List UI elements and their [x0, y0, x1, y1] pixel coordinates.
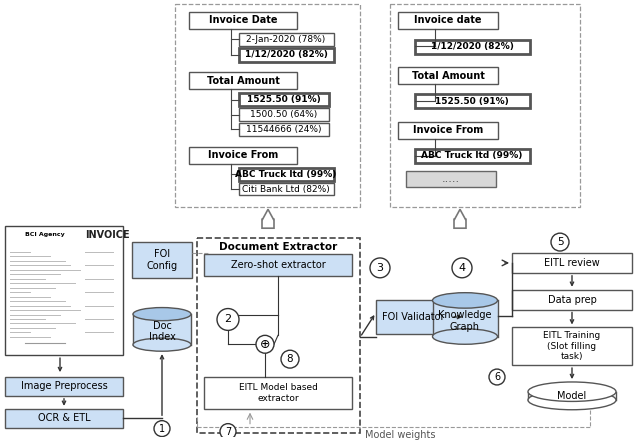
- Circle shape: [281, 350, 299, 368]
- Polygon shape: [262, 209, 274, 228]
- Bar: [528, 392, 616, 400]
- Text: Model weights: Model weights: [365, 429, 435, 440]
- Text: Total Amount: Total Amount: [207, 76, 280, 86]
- Ellipse shape: [433, 293, 497, 308]
- Circle shape: [452, 258, 472, 278]
- Text: Doc
Index: Doc Index: [148, 321, 175, 342]
- Text: 1/12/2020 (82%): 1/12/2020 (82%): [244, 50, 328, 59]
- Text: Image Preprocess: Image Preprocess: [20, 381, 108, 392]
- Text: Citi Bank Ltd (82%): Citi Bank Ltd (82%): [242, 184, 330, 194]
- Bar: [189, 147, 297, 164]
- Text: 7: 7: [225, 426, 231, 436]
- Bar: [433, 301, 497, 337]
- Bar: [239, 33, 334, 46]
- Ellipse shape: [133, 338, 191, 351]
- Ellipse shape: [528, 382, 616, 401]
- Bar: [7, 228, 121, 250]
- Text: BCI Agency: BCI Agency: [25, 231, 65, 237]
- Text: Data prep: Data prep: [548, 295, 596, 304]
- Text: INVOICE: INVOICE: [85, 230, 130, 240]
- Bar: [512, 290, 632, 310]
- Bar: [239, 108, 329, 121]
- Text: 11544666 (24%): 11544666 (24%): [246, 125, 322, 134]
- Circle shape: [489, 369, 505, 385]
- Text: EITL Model based
extractor: EITL Model based extractor: [239, 383, 317, 403]
- Text: OCR & ETL: OCR & ETL: [38, 413, 90, 423]
- Bar: [204, 254, 352, 276]
- Text: Zero-shot extractor: Zero-shot extractor: [230, 260, 325, 270]
- Circle shape: [154, 421, 170, 436]
- Ellipse shape: [528, 390, 616, 410]
- Bar: [5, 226, 123, 355]
- Bar: [415, 149, 530, 163]
- Text: EITL Training
(Slot filling
task): EITL Training (Slot filling task): [543, 331, 600, 361]
- Bar: [132, 242, 192, 278]
- Circle shape: [370, 258, 390, 278]
- Text: ABC Truck ltd (99%): ABC Truck ltd (99%): [421, 151, 523, 160]
- Text: Invoice date: Invoice date: [414, 15, 482, 26]
- Bar: [512, 327, 632, 365]
- Text: 1525.50 (91%): 1525.50 (91%): [247, 95, 321, 104]
- Ellipse shape: [133, 308, 191, 321]
- Text: 4: 4: [458, 263, 465, 273]
- Bar: [239, 183, 334, 195]
- Circle shape: [217, 308, 239, 330]
- Bar: [239, 48, 334, 62]
- Text: 1: 1: [159, 424, 165, 433]
- Text: 6: 6: [494, 372, 500, 382]
- Circle shape: [256, 335, 274, 353]
- Text: Model: Model: [557, 391, 587, 401]
- Bar: [5, 377, 123, 396]
- Text: EITL review: EITL review: [544, 258, 600, 268]
- Ellipse shape: [433, 329, 497, 344]
- Text: 1/12/2020 (82%): 1/12/2020 (82%): [431, 42, 513, 51]
- Text: Total Amount: Total Amount: [412, 71, 484, 81]
- Circle shape: [220, 424, 236, 440]
- Bar: [133, 314, 191, 345]
- Bar: [398, 12, 498, 29]
- Bar: [197, 238, 360, 433]
- Text: 8: 8: [287, 354, 293, 364]
- Bar: [175, 4, 360, 207]
- Text: ⊕: ⊕: [260, 338, 270, 351]
- Text: FOI Validator: FOI Validator: [381, 312, 444, 322]
- Bar: [415, 40, 530, 54]
- Text: 5: 5: [557, 237, 563, 247]
- Polygon shape: [454, 209, 466, 228]
- Bar: [398, 122, 498, 139]
- Text: 2: 2: [225, 315, 232, 324]
- Bar: [189, 12, 297, 29]
- Bar: [512, 253, 632, 273]
- Bar: [390, 4, 580, 207]
- Text: ABC Truck ltd (99%): ABC Truck ltd (99%): [236, 169, 337, 179]
- Text: .....: .....: [442, 174, 460, 183]
- Bar: [239, 168, 334, 180]
- Text: Invoice From: Invoice From: [208, 150, 278, 160]
- Text: Knowledge
Graph: Knowledge Graph: [438, 310, 492, 332]
- Bar: [406, 171, 496, 187]
- Circle shape: [551, 233, 569, 251]
- Text: FOI
Config: FOI Config: [147, 249, 177, 271]
- Text: Invoice From: Invoice From: [413, 125, 483, 136]
- Bar: [5, 409, 123, 428]
- Text: 1500.50 (64%): 1500.50 (64%): [250, 110, 317, 119]
- Text: Invoice Date: Invoice Date: [209, 15, 277, 26]
- Text: Document Extractor: Document Extractor: [220, 242, 338, 252]
- Text: 1525.50 (91%): 1525.50 (91%): [435, 97, 509, 106]
- Bar: [415, 94, 530, 108]
- Text: 2-Jan-2020 (78%): 2-Jan-2020 (78%): [246, 35, 326, 44]
- Bar: [376, 300, 451, 334]
- Text: 3: 3: [376, 263, 383, 273]
- Bar: [239, 123, 329, 136]
- Bar: [398, 67, 498, 84]
- Bar: [189, 73, 297, 89]
- Bar: [204, 377, 352, 409]
- Bar: [239, 93, 329, 106]
